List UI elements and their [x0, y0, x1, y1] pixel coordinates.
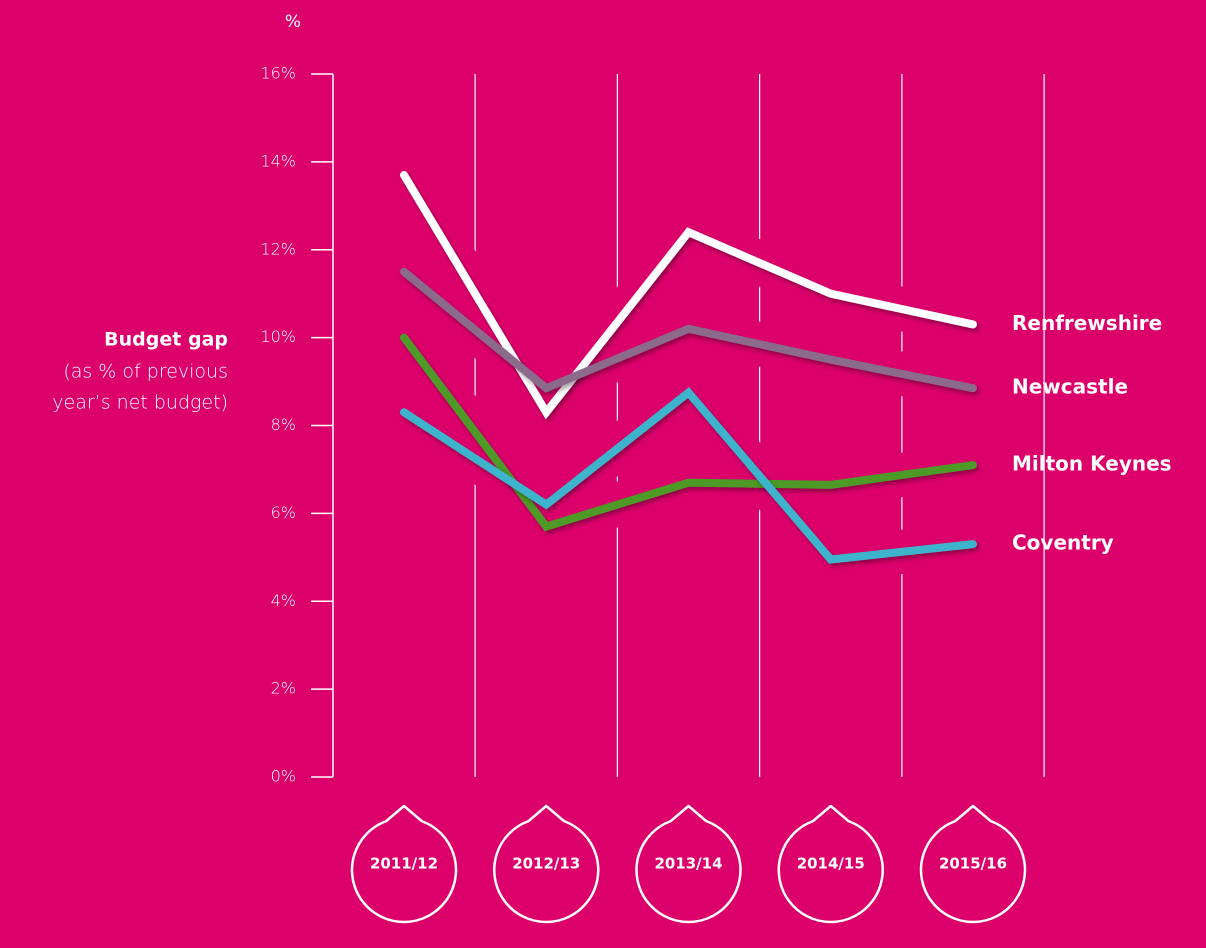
category-bubble — [493, 804, 600, 924]
x-tick-label: 2013/14 — [654, 855, 722, 873]
series-label: Milton Keynes — [1012, 452, 1172, 476]
y-tick-label: 14% — [260, 151, 296, 170]
x-tick-label: 2011/12 — [370, 855, 438, 873]
y-tick-label: 0% — [271, 767, 296, 786]
category-bubble — [777, 804, 884, 924]
x-tick-label: 2015/16 — [939, 855, 1007, 873]
series-label: Newcastle — [1012, 375, 1128, 399]
x-tick-label: 2012/13 — [512, 855, 580, 873]
series-line — [400, 267, 977, 393]
y-tick-label: 2% — [271, 679, 296, 698]
category-bubble — [635, 804, 742, 924]
y-tick-label: 10% — [260, 327, 296, 346]
y-tick-label: 6% — [271, 503, 296, 522]
y-label: year’s net budget) — [52, 392, 228, 414]
y-tick-label: 8% — [271, 415, 296, 434]
series-label: Renfrewshire — [1012, 311, 1162, 335]
y-tick-label: 4% — [271, 591, 296, 610]
x-tick-label: 2014/15 — [797, 855, 865, 873]
series-label: Coventry — [1012, 531, 1114, 555]
series-line — [400, 387, 977, 564]
y-unit: % — [285, 12, 301, 32]
series-line — [400, 171, 977, 420]
category-bubble — [919, 804, 1027, 924]
y-tick-label: 12% — [260, 239, 296, 258]
y-label: (as % of previous — [63, 361, 228, 383]
series-line — [400, 333, 977, 532]
category-bubble — [350, 804, 458, 924]
y-label: Budget gap — [104, 329, 228, 351]
y-tick-label: 16% — [260, 64, 296, 83]
